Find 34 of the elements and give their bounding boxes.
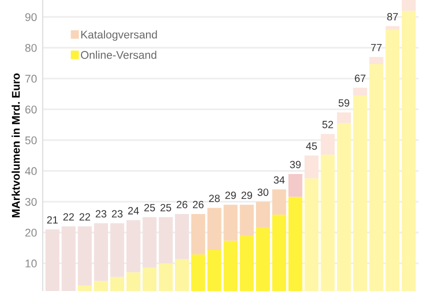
total-label: 26 <box>192 200 204 208</box>
legend-label: Katalogversand <box>81 30 157 41</box>
total-label: 52 <box>322 120 334 128</box>
y-tick-label: 60 <box>25 106 37 114</box>
y-tick-label: 30 <box>25 198 37 206</box>
legend-label: Online-Versand <box>80 50 156 59</box>
total-label: 39 <box>290 160 301 168</box>
y-tick-label: 10 <box>26 260 37 268</box>
total-label: 29 <box>242 192 252 200</box>
total-label: 26 <box>176 200 188 208</box>
total-label: 28 <box>209 194 220 202</box>
total-label: 87 <box>387 13 398 20</box>
total-label: 23 <box>112 210 123 218</box>
total-label: 59 <box>338 99 350 107</box>
total-label: 67 <box>354 74 366 82</box>
total-label: 34 <box>274 176 285 184</box>
total-label: 25 <box>144 204 155 212</box>
y-axis-title: MArktvolumen in Mrd. Euro <box>12 73 20 218</box>
total-label: 22 <box>63 213 74 220</box>
y-tick-label: 20 <box>25 228 37 237</box>
y-tick-label: 90 <box>25 13 37 22</box>
total-label: 25 <box>160 204 172 212</box>
y-tick-label: 40 <box>25 167 37 176</box>
y-tick-label: 80 <box>25 44 37 52</box>
total-label: 24 <box>128 207 139 214</box>
total-label: 22 <box>80 213 90 220</box>
total-label: 30 <box>258 188 268 196</box>
total-label: 29 <box>225 192 236 200</box>
y-tick-label: 50 <box>25 136 37 144</box>
total-label: 45 <box>306 142 317 150</box>
y-tick-label: 70 <box>25 74 37 83</box>
total-label: 23 <box>96 210 106 218</box>
total-label: 21 <box>47 216 58 224</box>
total-label: 77 <box>371 44 382 52</box>
